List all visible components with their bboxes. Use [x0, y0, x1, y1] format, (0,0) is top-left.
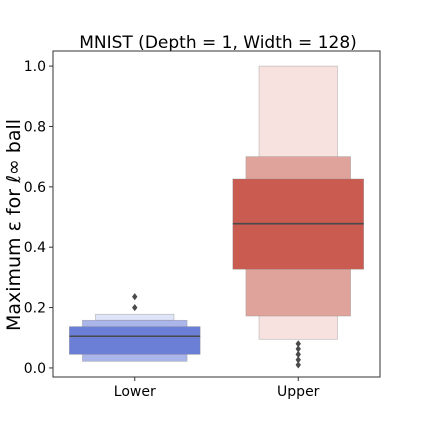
plot-area: 0.0 0.2 0.4 0.6 0.8 1.0 Lower Upper: [24, 50, 381, 400]
y-tick-label: 0.4: [24, 240, 46, 256]
axes-frame: [52, 50, 381, 378]
y-axis-label: Maximum ε for ℓ∞ ball: [3, 119, 25, 331]
outlier-point-upper-2: [295, 350, 301, 358]
box-level-lower-0: [69, 326, 201, 355]
y-tick-label: 0.2: [24, 301, 46, 317]
y-tick-label: 0.8: [24, 119, 46, 135]
x-tick-label: Upper: [277, 384, 320, 400]
outlier-point-upper-0: [295, 361, 301, 369]
outlier-point-upper-4: [295, 340, 301, 348]
y-tick-label: 1.0: [24, 59, 46, 75]
outlier-point-upper-3: [295, 345, 301, 353]
chart-title: MNIST (Depth = 1, Width = 128): [79, 33, 357, 53]
y-tick-label: 0.0: [24, 361, 46, 377]
outlier-point-lower-0: [132, 303, 138, 312]
y-tick-label: 0.6: [24, 180, 46, 196]
box-level-lower-2: [95, 313, 175, 321]
outlier-point-upper-1: [295, 356, 301, 364]
outlier-point-lower-1: [132, 293, 138, 301]
x-tick-label: Lower: [114, 384, 156, 400]
